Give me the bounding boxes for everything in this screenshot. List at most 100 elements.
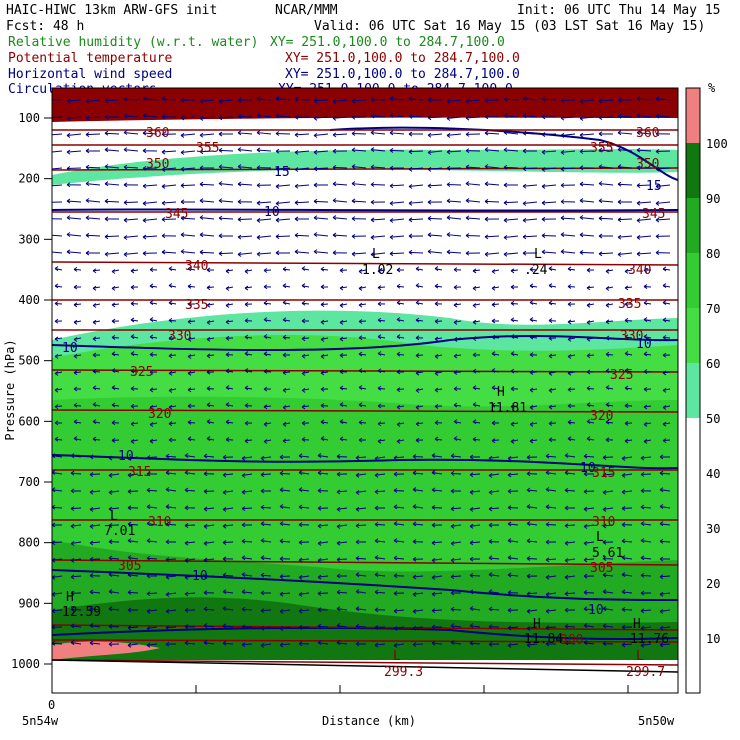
vector-arrow xyxy=(655,250,671,256)
vector-arrow xyxy=(427,199,443,205)
vector-arrow xyxy=(256,200,272,206)
vector-arrow xyxy=(199,232,215,238)
vector-arrow xyxy=(199,198,215,204)
vector-arrow xyxy=(453,302,462,308)
vector-arrow xyxy=(488,624,500,630)
vector-arrow xyxy=(526,591,538,597)
vector-arrow xyxy=(127,456,139,461)
vector-arrow xyxy=(358,269,367,274)
vector-arrow xyxy=(294,167,310,172)
vector-arrow xyxy=(522,183,538,189)
vector-arrow xyxy=(431,557,443,563)
vector-arrow xyxy=(659,470,671,476)
vector-arrow xyxy=(643,317,652,322)
vector-arrow xyxy=(358,368,367,374)
vector-arrow xyxy=(104,251,120,257)
vector-arrow xyxy=(339,285,348,291)
theta-label: 340 xyxy=(628,263,651,278)
vector-arrow xyxy=(275,183,291,189)
colorbar-tick-label: 90 xyxy=(706,192,720,206)
vector-arrow xyxy=(66,232,82,237)
vector-arrow xyxy=(222,640,234,646)
vector-arrow xyxy=(488,539,500,544)
vector-arrow xyxy=(70,470,82,476)
vector-arrow xyxy=(149,387,158,393)
vector-arrow xyxy=(583,557,595,563)
vector-arrow xyxy=(294,232,310,238)
vector-arrow xyxy=(510,439,519,444)
vector-arrow xyxy=(579,149,595,154)
vector-arrow xyxy=(434,403,443,409)
vector-arrow xyxy=(529,422,538,427)
vector-arrow xyxy=(541,233,557,238)
vector-arrow xyxy=(85,215,101,221)
vector-arrow xyxy=(184,453,196,458)
vector-arrow xyxy=(548,283,557,288)
vector-arrow xyxy=(260,625,272,631)
vector-arrow xyxy=(548,353,557,359)
vector-arrow xyxy=(396,317,405,322)
vector-arrow xyxy=(294,132,310,138)
vector-arrow xyxy=(336,640,348,646)
vector-arrow xyxy=(605,385,614,390)
vector-arrow xyxy=(301,266,310,271)
vector-arrow xyxy=(275,234,291,240)
vector-arrow xyxy=(526,487,538,493)
vector-arrow xyxy=(180,232,196,238)
vector-arrow xyxy=(317,453,329,458)
vector-arrow xyxy=(586,402,595,408)
wind-label: 10 xyxy=(636,337,652,352)
vector-arrow xyxy=(465,148,481,154)
vector-arrow xyxy=(85,164,101,170)
vector-arrow xyxy=(598,164,614,170)
vector-arrow xyxy=(111,285,120,291)
vector-arrow xyxy=(358,402,367,408)
colorbar-tick-label: 20 xyxy=(706,577,720,591)
vector-arrow xyxy=(165,521,177,527)
vector-arrow xyxy=(187,319,196,325)
vector-arrow xyxy=(52,116,63,118)
vector-arrow xyxy=(586,353,595,359)
vector-arrow xyxy=(434,420,443,426)
field-xy-theta: XY= 251.0,100.0 to 284.7,100.0 xyxy=(285,51,520,66)
vector-arrow xyxy=(180,115,196,121)
vector-arrow xyxy=(659,574,671,580)
vector-arrow xyxy=(317,623,329,629)
plot-area: 360 360 355 355 350 350 345 345 340 340 … xyxy=(51,87,679,694)
vector-arrow xyxy=(142,148,158,154)
vector-arrow xyxy=(503,251,519,257)
colorbar-swatch xyxy=(686,143,700,198)
vector-arrow xyxy=(127,642,139,648)
vector-arrow xyxy=(127,572,139,578)
vector-arrow xyxy=(412,574,424,580)
vector-arrow xyxy=(450,640,462,645)
vector-arrow xyxy=(662,405,671,410)
vector-arrow xyxy=(541,149,557,155)
vector-arrow xyxy=(431,470,443,475)
vector-arrow xyxy=(396,351,405,357)
vector-arrow xyxy=(298,540,310,545)
vector-arrow xyxy=(377,301,386,307)
y-tick-label: 700 xyxy=(18,475,40,489)
vector-arrow xyxy=(66,116,82,121)
vector-arrow xyxy=(655,201,671,206)
vector-arrow xyxy=(260,590,272,596)
vector-arrow xyxy=(279,454,291,460)
vector-arrow xyxy=(605,437,614,443)
vector-arrow xyxy=(260,472,272,478)
vector-arrow xyxy=(73,402,82,408)
vector-arrow xyxy=(488,555,500,561)
vector-arrow xyxy=(621,572,633,577)
vector-arrow xyxy=(446,98,462,104)
vector-arrow xyxy=(275,148,291,154)
vector-arrow xyxy=(203,590,215,596)
x-left-label: 5n54w xyxy=(22,714,59,728)
vector-arrow xyxy=(529,387,538,393)
vector-arrow xyxy=(85,198,101,203)
vector-arrow xyxy=(339,336,348,342)
vector-arrow xyxy=(184,591,196,597)
vector-arrow xyxy=(617,252,633,257)
vector-arrow xyxy=(108,506,120,512)
wind-contour xyxy=(52,569,678,601)
vector-arrow xyxy=(218,215,234,221)
